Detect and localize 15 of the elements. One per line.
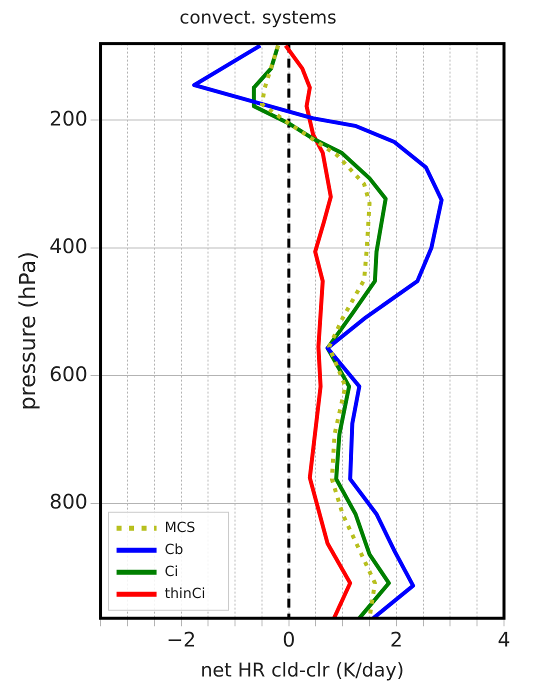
x-axis-title: net HR cld-clr (K/day) [200,660,404,682]
y-tick-label: 400 [49,234,88,258]
legend-label: Cb [164,542,184,558]
x-tick-label: 4 [498,627,510,652]
y-tick-label: 600 [49,362,88,386]
y-tick-label: 800 [49,489,88,514]
legend-label: Ci [164,564,178,580]
y-axis-title: pressure (hPa) [16,251,41,410]
legend-label: MCS [164,520,196,536]
legend-label: thinCi [164,586,206,602]
chart-title: convect. systems [180,7,336,28]
x-tick-label: −2 [166,627,196,652]
x-tick-label: 0 [282,627,296,652]
y-tick-label: 200 [49,106,88,130]
x-tick-label: 2 [390,627,403,652]
